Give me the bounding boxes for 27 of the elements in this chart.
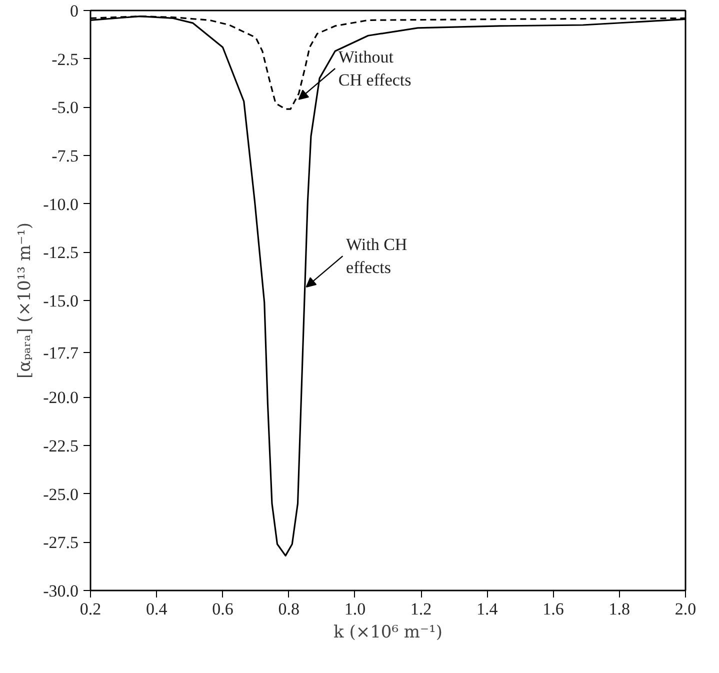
x-tick-label: 0.6 (212, 600, 234, 618)
x-tick-label: 1.6 (542, 600, 564, 618)
y-tick-label: -22.5 (43, 436, 79, 456)
y-tick-label: -12.5 (43, 243, 79, 262)
x-tick-label: 2.0 (674, 600, 696, 618)
x-tick-label: 1.0 (344, 600, 366, 618)
x-tick-label: 1.4 (476, 600, 498, 618)
y-tick-label: 0 (70, 2, 78, 20)
y-tick-label: -7.5 (52, 146, 79, 166)
x-axis-title: k (×10⁶ m⁻¹) (334, 622, 442, 642)
annotation: With CH effects (346, 235, 408, 277)
y-tick-label: -15.0 (43, 292, 79, 310)
y-tick-label: -25.0 (43, 484, 79, 504)
x-tick-label: 0.2 (80, 600, 102, 618)
x-tick-label: 0.4 (146, 600, 168, 618)
y-tick-label: -10.0 (43, 194, 79, 214)
x-tick-label: 1.8 (608, 600, 630, 618)
x-tick-label: 0.8 (278, 600, 300, 618)
x-tick-label: 1.2 (410, 600, 432, 618)
annotation: Without CH effects (338, 48, 412, 90)
y-tick-label: -30.0 (43, 582, 79, 600)
y-tick-label: -2.5 (52, 50, 79, 69)
y-tick-label: -27.5 (43, 533, 79, 552)
y-tick-label: -17.7 (43, 344, 79, 363)
y-axis-title: [αₚₐᵣₐ] (×10¹³ m⁻¹) (15, 222, 36, 379)
y-tick-label: -5.0 (52, 98, 79, 118)
y-tick-label: -20.0 (43, 388, 79, 408)
